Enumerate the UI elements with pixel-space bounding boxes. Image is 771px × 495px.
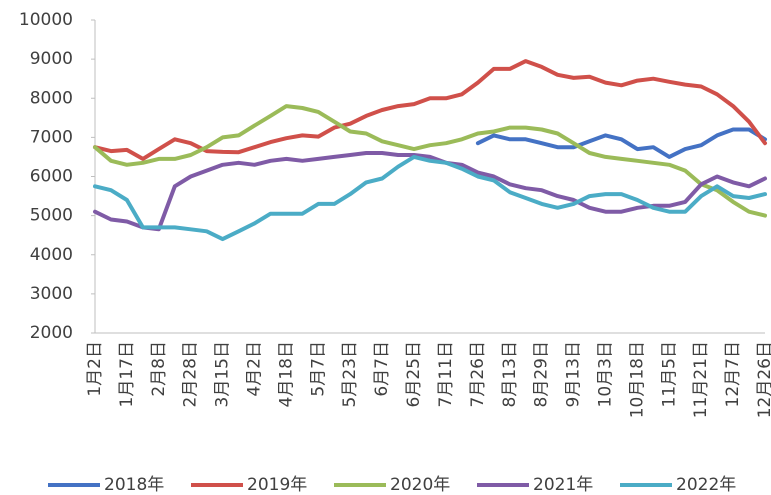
legend-label: 2021年	[533, 475, 593, 495]
x-tick-label: 4月2日	[245, 341, 265, 397]
y-tick-label: 8000	[30, 88, 73, 108]
x-tick-label: 10月3日	[595, 341, 615, 407]
x-tick-label: 3月15日	[213, 341, 233, 407]
y-tick-label: 5000	[30, 206, 73, 226]
series-line	[475, 127, 767, 159]
x-tick-label: 4月18日	[276, 341, 296, 407]
x-tick-label: 1月2日	[85, 341, 105, 397]
x-tick-label: 11月5日	[659, 341, 679, 407]
y-tick-label: 4000	[30, 245, 73, 265]
series-line	[93, 154, 767, 242]
x-tick-label: 7月26日	[468, 341, 488, 407]
series-line	[93, 104, 767, 218]
legend-label: 2019年	[247, 475, 307, 495]
x-tick-label: 1月17日	[117, 341, 137, 407]
x-tick-label: 9月13日	[564, 341, 584, 407]
y-tick-label: 9000	[30, 49, 73, 69]
x-tick-label: 8月29日	[532, 341, 552, 407]
y-tick-label: 7000	[30, 127, 73, 147]
x-tick-label: 5月7日	[308, 341, 328, 397]
x-tick-label: 2月28日	[181, 341, 201, 407]
x-tick-label: 6月7日	[372, 341, 392, 397]
x-tick-label: 8月13日	[500, 341, 520, 407]
y-tick-label: 10000	[19, 10, 73, 30]
y-tick-label: 2000	[30, 323, 73, 343]
y-tick-label: 6000	[30, 167, 73, 187]
x-tick-label: 12月26日	[755, 341, 771, 418]
x-tick-label: 5月23日	[340, 341, 360, 407]
x-tick-label: 6月25日	[404, 341, 424, 407]
x-tick-label: 7月11日	[436, 341, 456, 407]
x-tick-label: 12月7日	[723, 341, 743, 407]
legend-label: 2020年	[390, 475, 450, 495]
legend-label: 2022年	[676, 475, 736, 495]
x-tick-label: 2月8日	[149, 341, 169, 397]
x-tick-label: 10月18日	[627, 341, 647, 418]
y-tick-label: 3000	[30, 284, 73, 304]
legend-label: 2018年	[104, 475, 164, 495]
series-line	[93, 59, 767, 161]
x-tick-label: 11月21日	[691, 341, 711, 418]
